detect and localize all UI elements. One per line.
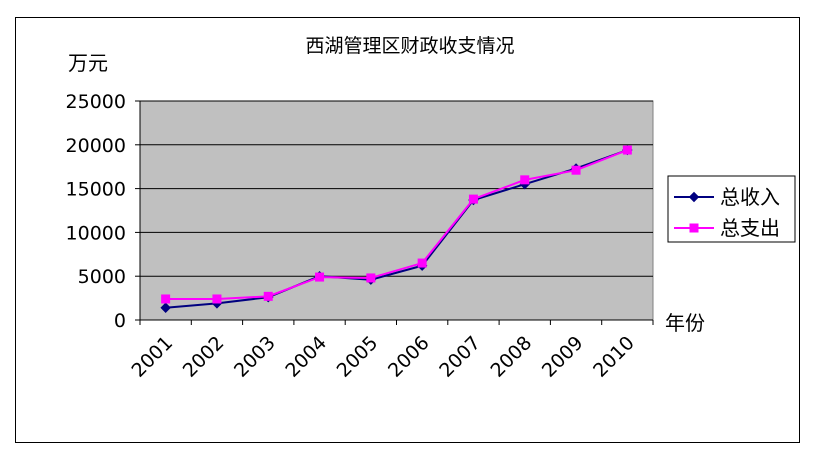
series-line: [165, 149, 628, 300]
legend-label: 总支出: [720, 216, 780, 240]
x-tick-label: 2001: [127, 332, 177, 382]
data-point: [520, 175, 530, 185]
legend-marker: [689, 223, 699, 233]
x-axis-label: 年份: [665, 311, 705, 335]
data-point: [161, 294, 171, 304]
y-axis-label: 万元: [68, 51, 108, 75]
data-point: [366, 273, 376, 283]
x-tick-label: 2007: [435, 332, 485, 382]
y-tick-label: 0: [114, 310, 126, 332]
series-line: [165, 149, 628, 309]
data-point: [622, 145, 632, 155]
x-tick-label: 2002: [179, 332, 229, 382]
y-tick-label: 10000: [66, 222, 126, 244]
x-tick-label: 2009: [538, 332, 588, 382]
data-point: [571, 165, 581, 175]
data-point: [212, 294, 222, 304]
chart-title: 西湖管理区财政收支情况: [305, 35, 514, 57]
legend-label: 总收入: [720, 185, 780, 209]
data-point: [417, 258, 427, 268]
y-tick-label: 25000: [66, 91, 126, 113]
y-tick-label: 5000: [78, 266, 126, 288]
x-tick-label: 2005: [333, 332, 383, 382]
data-point: [263, 291, 273, 301]
y-tick-label: 15000: [66, 179, 126, 201]
gridlines: [140, 100, 653, 277]
series-layer: [160, 144, 633, 313]
legend-box: [667, 175, 796, 243]
plot-area: [139, 100, 654, 321]
y-tick-label: 20000: [66, 135, 126, 157]
data-point: [468, 194, 478, 204]
data-point: [160, 302, 171, 313]
x-tick-label: 2004: [281, 332, 331, 382]
x-tick-label: 2003: [230, 332, 280, 382]
legend-marker: [688, 191, 700, 203]
data-point: [315, 272, 325, 282]
x-tick-label: 2006: [384, 332, 434, 382]
x-tick-label: 2008: [487, 332, 537, 382]
x-tick-label: 2010: [589, 332, 639, 382]
